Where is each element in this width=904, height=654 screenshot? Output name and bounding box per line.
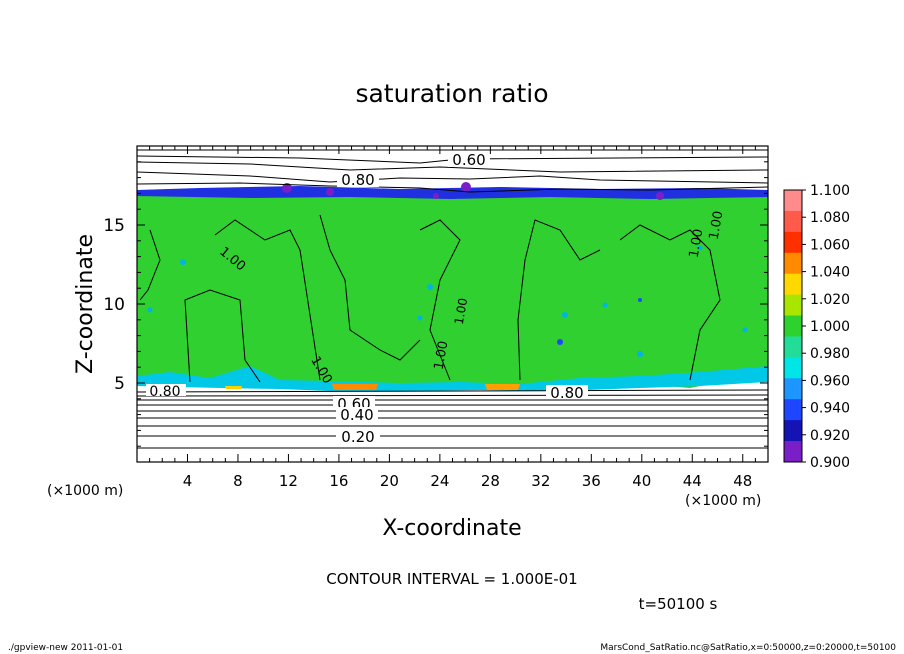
- x-tick-label: 36: [582, 472, 601, 490]
- time-label: t=50100 s: [639, 595, 718, 613]
- x-tick-label: 40: [632, 472, 651, 490]
- colorbar-swatch: [784, 252, 802, 275]
- contour-label: 1.00: [432, 340, 452, 371]
- x-axis-label: X-coordinate: [382, 516, 521, 541]
- footer-right: MarsCond_SatRatio.nc@SatRatio,x=0:50000,…: [600, 643, 896, 653]
- colorbar-swatch: [784, 315, 802, 337]
- colorbar-label: 1.060: [810, 237, 850, 253]
- speckles: [147, 182, 748, 357]
- saturated-region: [137, 196, 768, 389]
- colorbar-swatch: [784, 336, 802, 358]
- contour-label: 0.40: [340, 406, 373, 424]
- colorbar-label: 0.940: [810, 401, 850, 417]
- contour-label: 0.80: [550, 384, 583, 402]
- y-axis-label: Z-coordinate: [73, 234, 98, 374]
- colorbar-swatch: [784, 294, 802, 317]
- colorbar-label: 0.920: [810, 428, 850, 444]
- colorbar-label: 1.100: [810, 183, 850, 199]
- x-units-right: (×1000 m): [685, 493, 761, 509]
- contour-interval: CONTOUR INTERVAL = 1.000E-01: [326, 570, 577, 588]
- contour-label: 0.20: [341, 428, 374, 446]
- supersaturation-spot-3: [225, 386, 242, 389]
- y-tick-label: 15: [103, 216, 125, 236]
- x-tick-label: 4: [183, 472, 193, 490]
- x-tick-label: 44: [683, 472, 702, 490]
- contour-labels: 0.60 0.80 1.00 1.00 1.00 1.00 1.00 1.00 …: [146, 151, 726, 446]
- plot-area: 0.60 0.80 1.00 1.00 1.00 1.00 1.00 1.00 …: [137, 146, 768, 462]
- x-tick-label: 28: [481, 472, 500, 490]
- colorbar-label: 1.040: [810, 265, 850, 281]
- lower-edge-band: [137, 366, 768, 391]
- contour-lines: [137, 149, 768, 449]
- contour-label: 0.80: [149, 384, 180, 400]
- supersaturation-spot-2: [485, 384, 520, 390]
- colorbar-swatch: [784, 441, 802, 463]
- colorbar-swatch: [784, 231, 802, 254]
- colorbar-swatch: [784, 273, 802, 296]
- colorbar-label: 1.000: [810, 319, 850, 335]
- colorbar-swatch: [784, 399, 802, 421]
- contour-label: 0.60: [452, 151, 485, 169]
- colorbar-label: 0.900: [810, 455, 850, 471]
- chart-title: saturation ratio: [355, 79, 548, 108]
- x-tick-label: 12: [279, 472, 298, 490]
- colorbar-swatch: [784, 210, 802, 233]
- x-tick-label: 8: [233, 472, 243, 490]
- colorbar-swatch: [784, 357, 802, 379]
- x-tick-label: 16: [329, 472, 348, 490]
- colorbar-swatch: [784, 190, 802, 212]
- colorbar-swatch: [784, 378, 802, 400]
- colorbar-label: 0.960: [810, 373, 850, 389]
- y-axis-ticks: 5 10 15: [103, 161, 768, 447]
- colorbar-swatch: [784, 420, 802, 442]
- contour-label: 1.00: [452, 297, 470, 326]
- contour-label: 0.80: [341, 171, 374, 189]
- x-axis-ticks: 4 8 12 16 20 24 28 32 36 40 44 48: [149, 146, 756, 490]
- x-tick-label: 24: [430, 472, 449, 490]
- contour-label: 1.00: [687, 228, 707, 259]
- x-tick-label: 32: [531, 472, 550, 490]
- colorbar-label: 1.020: [810, 292, 850, 308]
- y-tick-label: 5: [114, 374, 125, 394]
- contour-label: 1.00: [707, 210, 727, 241]
- colorbar-label: 1.080: [810, 210, 850, 226]
- y-tick-label: 10: [103, 295, 125, 315]
- colorbar: 1.100 1.080 1.060 1.040 1.020 1.000 0.980 0.960…: [783, 183, 850, 471]
- supersaturation-spot-1: [332, 384, 378, 390]
- x-tick-label: 20: [380, 472, 399, 490]
- x-tick-label: 48: [733, 472, 752, 490]
- x-units-left: (×1000 m): [47, 483, 123, 499]
- footer-left: ./gpview-new 2011-01-01: [8, 643, 123, 653]
- colorbar-label: 0.980: [810, 346, 850, 362]
